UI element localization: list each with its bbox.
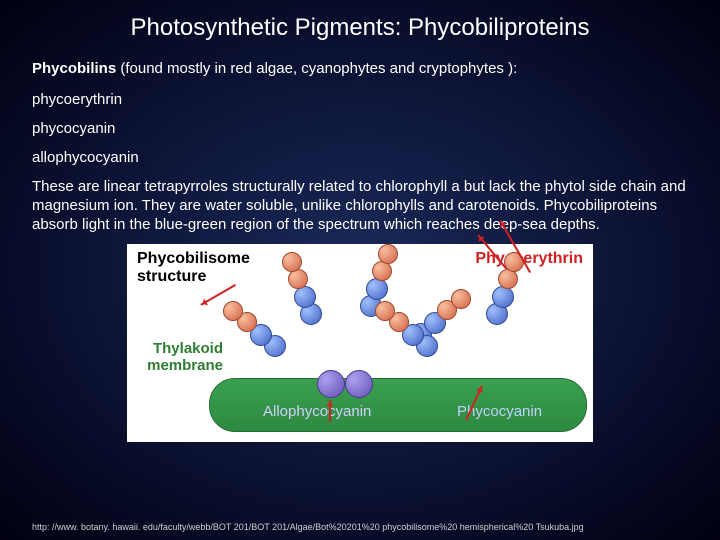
allophycocyanin-label: Allophycocyanin	[263, 403, 371, 420]
pigment-item: phycocyanin	[32, 120, 688, 137]
pigment-item: phycoerythrin	[32, 91, 688, 108]
intro-rest: (found mostly in red algae, cyanophytes …	[116, 60, 517, 77]
phycoerythrin-disc	[282, 252, 302, 272]
slide-title: Photosynthetic Pigments: Phycobiliprotei…	[0, 0, 720, 60]
arrow-icon	[329, 400, 331, 422]
pigment-item: allophycocyanin	[32, 149, 688, 166]
content-area: Phycobilins (found mostly in red algae, …	[0, 60, 720, 442]
phycoerythrin-disc	[372, 261, 392, 281]
phycoerythrin-disc	[378, 244, 398, 264]
thylakoid-label: Thylakoid membrane	[133, 340, 223, 374]
phycoerythrin-disc	[223, 301, 243, 321]
phycoerythrin-disc	[375, 301, 395, 321]
diagram-container: Phycobilisome structure Thylakoid membra…	[32, 244, 688, 442]
intro-line: Phycobilins (found mostly in red algae, …	[32, 60, 688, 77]
phycocyanin-disc	[492, 286, 514, 308]
structure-label: Phycobilisome structure	[137, 250, 250, 286]
source-url: http: //www. botany. hawaii. edu/faculty…	[32, 522, 584, 532]
phycocyanin-disc	[366, 278, 388, 300]
intro-bold: Phycobilins	[32, 60, 116, 77]
phycobilisome-diagram: Phycobilisome structure Thylakoid membra…	[127, 244, 593, 442]
description-text: These are linear tetrapyrroles structura…	[32, 178, 688, 234]
phycoerythrin-disc	[451, 289, 471, 309]
phycoerythrin-disc	[498, 269, 518, 289]
